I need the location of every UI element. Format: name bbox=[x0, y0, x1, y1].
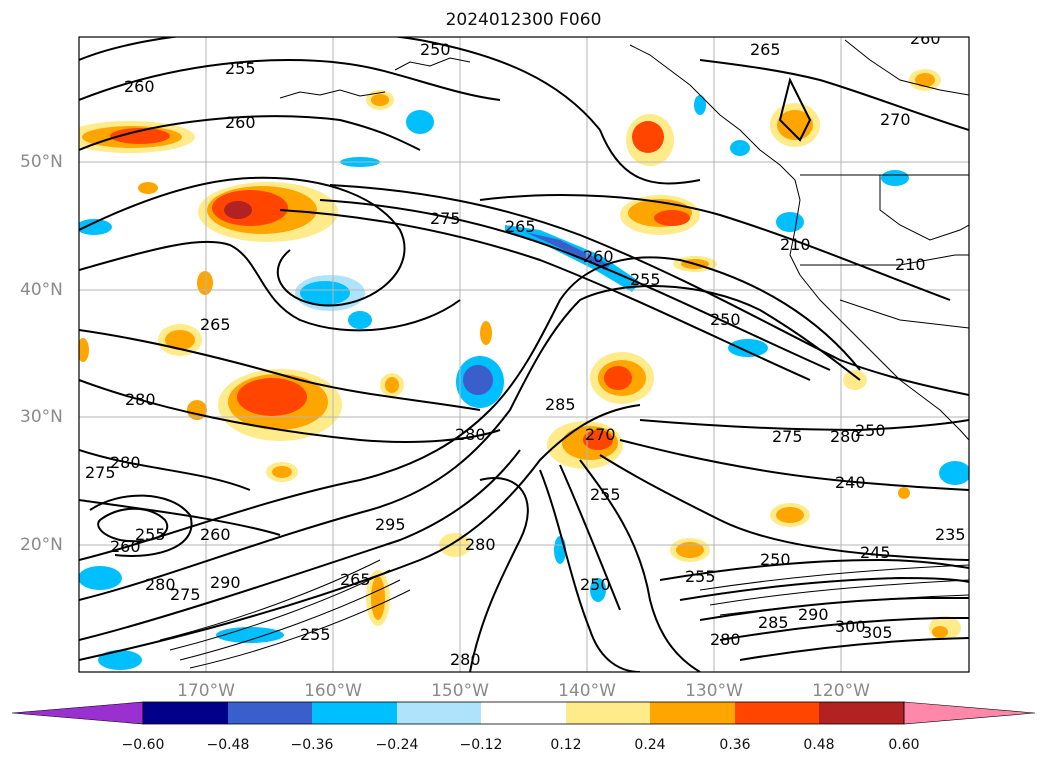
lon-label: 140°W bbox=[558, 681, 616, 701]
contour-label: 285 bbox=[758, 613, 789, 632]
contour-label: 270 bbox=[585, 425, 616, 444]
contour-label: 280 bbox=[110, 453, 141, 472]
lon-label: 120°W bbox=[812, 681, 870, 701]
colorbar-tick: 0.60 bbox=[888, 737, 920, 753]
contour-label: 275 bbox=[170, 585, 201, 604]
contour-label: 280 bbox=[125, 390, 156, 409]
contour-label: 255 bbox=[685, 567, 716, 586]
colorbar-extend-low bbox=[11, 701, 144, 725]
contour-label: 265 bbox=[505, 217, 536, 236]
contour-label: 250 bbox=[420, 40, 451, 59]
positive-anomaly-patches bbox=[79, 69, 961, 640]
lat-label: 40°N bbox=[20, 280, 63, 300]
colorbar-swatch bbox=[735, 702, 819, 724]
contour-label: 275 bbox=[85, 463, 116, 482]
contour-label: 250 bbox=[710, 310, 741, 329]
colorbar-tick: 0.24 bbox=[634, 737, 666, 753]
coastlines bbox=[279, 39, 969, 441]
colorbar-swatch bbox=[143, 702, 228, 724]
colorbar-swatch bbox=[566, 702, 650, 724]
contour-label: 265 bbox=[200, 315, 231, 334]
contour-label: 255 bbox=[225, 59, 256, 78]
contour-label: 305 bbox=[862, 623, 893, 642]
contour-label: 260 bbox=[583, 247, 614, 266]
contour-label: 235 bbox=[935, 525, 966, 544]
contour-label: 300 bbox=[835, 617, 866, 636]
colorbar-swatch bbox=[312, 702, 397, 724]
contour-label: 260 bbox=[200, 525, 231, 544]
colorbar-tick: −0.24 bbox=[375, 737, 419, 753]
contour-label: 280 bbox=[830, 427, 861, 446]
contour-label: 295 bbox=[375, 515, 406, 534]
contour-lines bbox=[79, 37, 969, 672]
contour-label: 250 bbox=[855, 421, 886, 440]
contour-label: 210 bbox=[895, 255, 926, 274]
contour-label: 250 bbox=[760, 550, 791, 569]
lon-label: 160°W bbox=[304, 681, 362, 701]
colorbar-tick: −0.12 bbox=[459, 737, 503, 753]
contour-label: 260 bbox=[110, 537, 141, 556]
colorbar bbox=[11, 701, 1036, 725]
contour-label: 250 bbox=[580, 575, 611, 594]
colorbar-tick: −0.36 bbox=[290, 737, 334, 753]
contour-label: 280 bbox=[710, 630, 741, 649]
colorbar-swatch bbox=[481, 702, 566, 724]
colorbar-tick: −0.48 bbox=[206, 737, 250, 753]
lon-label: 150°W bbox=[431, 681, 489, 701]
contour-label: 255 bbox=[135, 525, 166, 544]
contour-label: 260 bbox=[225, 113, 256, 132]
contour-label: 210 bbox=[780, 235, 811, 254]
contour-label: 290 bbox=[798, 605, 829, 624]
contour-label: 255 bbox=[630, 270, 661, 289]
contour-label: 265 bbox=[340, 570, 371, 589]
lon-label: 170°W bbox=[177, 681, 235, 701]
contour-label: 270 bbox=[880, 110, 911, 129]
lon-label: 130°W bbox=[685, 681, 743, 701]
contour-label: 245 bbox=[860, 543, 891, 562]
colorbar-swatch bbox=[650, 702, 735, 724]
contour-label: 260 bbox=[124, 77, 155, 96]
lat-label: 30°N bbox=[20, 407, 63, 427]
plot-frame bbox=[78, 36, 970, 673]
contour-label: 260 bbox=[910, 29, 941, 48]
contour-labels: 260 255 250 265 260 260 275 265 260 255 … bbox=[85, 29, 966, 669]
contour-label: 275 bbox=[772, 427, 803, 446]
contour-label: 255 bbox=[590, 485, 621, 504]
map-title: 2024012300 F060 bbox=[445, 10, 602, 30]
colorbar-swatch bbox=[819, 702, 904, 724]
contour-label: 255 bbox=[300, 625, 331, 644]
contour-label: 240 bbox=[835, 473, 866, 492]
colorbar-tick: −0.60 bbox=[121, 737, 165, 753]
contour-label: 265 bbox=[750, 40, 781, 59]
colorbar-tick: 0.48 bbox=[803, 737, 835, 753]
contour-label: 280 bbox=[450, 650, 481, 669]
contour-label: 285 bbox=[545, 395, 576, 414]
colorbar-tick: 0.12 bbox=[550, 737, 582, 753]
contour-label: 280 bbox=[465, 535, 496, 554]
colorbar-tick: 0.36 bbox=[719, 737, 751, 753]
colorbar-extend-high bbox=[903, 701, 1036, 725]
colorbar-swatch bbox=[397, 702, 481, 724]
contour-label: 280 bbox=[455, 425, 486, 444]
contour-label: 280 bbox=[145, 575, 176, 594]
graticule bbox=[79, 37, 969, 672]
contour-label: 275 bbox=[430, 209, 461, 228]
lat-label: 20°N bbox=[20, 535, 63, 555]
colorbar-swatch bbox=[228, 702, 312, 724]
contour-lines-thin bbox=[159, 559, 969, 669]
lat-label: 50°N bbox=[20, 152, 63, 172]
contour-label: 290 bbox=[210, 573, 241, 592]
